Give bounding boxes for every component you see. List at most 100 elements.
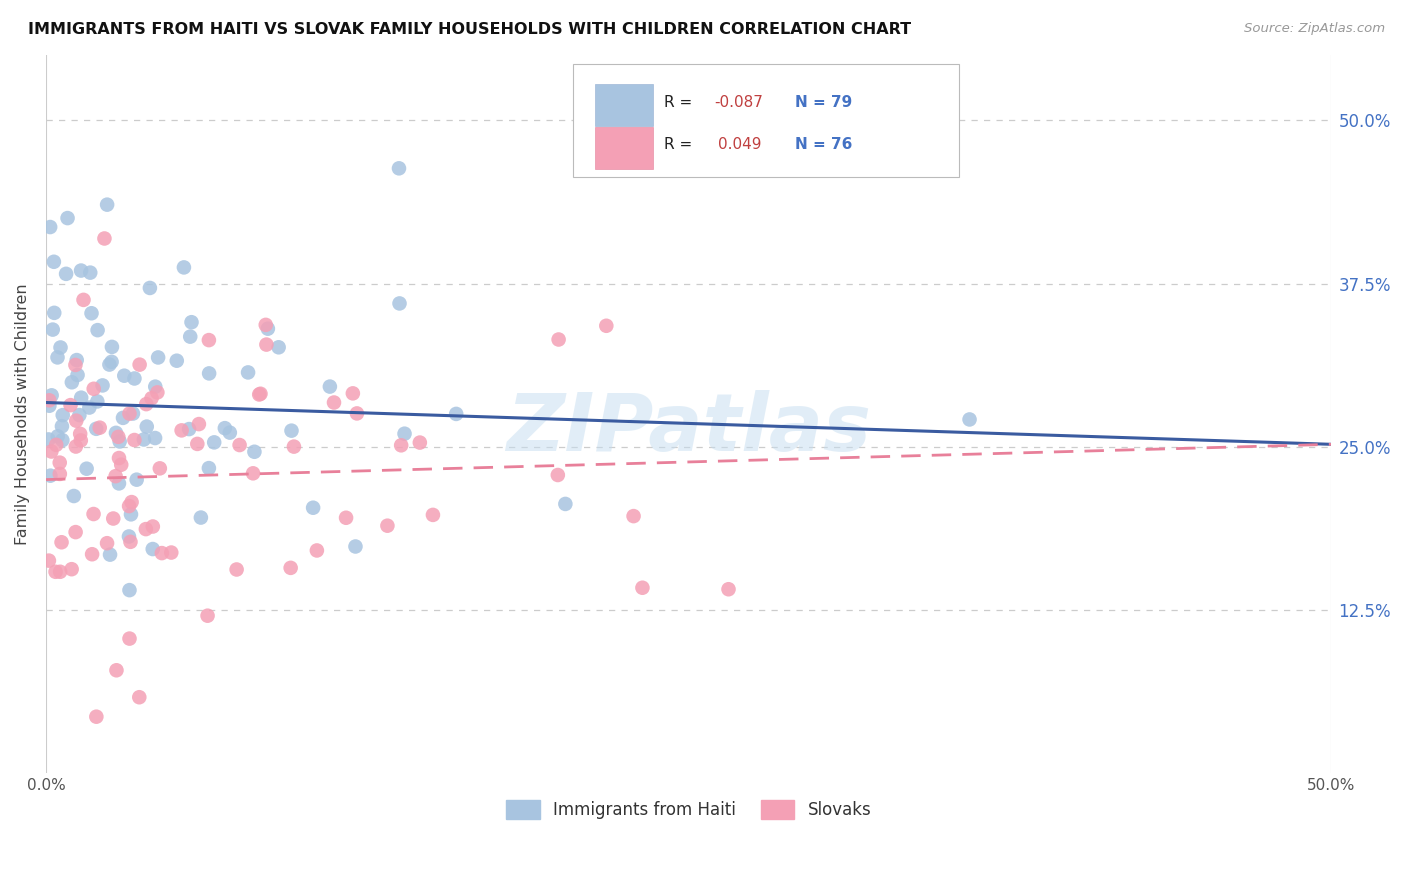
Point xyxy=(254,337,277,351)
Point xyxy=(72,293,94,307)
Point xyxy=(149,461,172,475)
Point xyxy=(247,387,270,401)
Point xyxy=(409,435,432,450)
Point xyxy=(186,437,208,451)
Point xyxy=(173,260,195,275)
Point xyxy=(128,690,150,705)
Point xyxy=(190,510,212,524)
Y-axis label: Family Households with Children: Family Households with Children xyxy=(15,284,30,545)
Point xyxy=(623,509,645,524)
Point xyxy=(377,518,399,533)
Point xyxy=(135,397,157,411)
Point xyxy=(86,323,108,337)
Point xyxy=(302,500,325,515)
Point xyxy=(166,353,188,368)
Point xyxy=(93,231,115,245)
Point xyxy=(280,561,302,575)
Point xyxy=(160,545,183,559)
Point xyxy=(83,507,105,521)
Point xyxy=(388,296,411,310)
Point xyxy=(41,388,63,402)
Text: 0.049: 0.049 xyxy=(718,137,762,153)
Point xyxy=(86,394,108,409)
Point xyxy=(60,376,83,390)
Point xyxy=(100,355,122,369)
Point xyxy=(79,401,101,415)
Point xyxy=(179,329,201,343)
Text: N = 79: N = 79 xyxy=(796,95,852,110)
Point xyxy=(141,391,163,405)
Bar xyxy=(595,127,652,169)
Point xyxy=(143,379,166,393)
Point xyxy=(65,525,87,540)
Point xyxy=(187,417,209,431)
Text: R =: R = xyxy=(664,137,697,153)
Point xyxy=(225,562,247,576)
Point xyxy=(242,467,264,481)
Point xyxy=(46,429,69,443)
Point xyxy=(45,438,67,452)
Point xyxy=(180,315,202,329)
Point xyxy=(65,358,87,372)
Point xyxy=(52,408,75,422)
Point xyxy=(38,553,60,567)
Point xyxy=(267,340,290,354)
Point xyxy=(108,450,131,465)
Point xyxy=(202,435,225,450)
Point xyxy=(69,434,91,448)
Point xyxy=(554,497,576,511)
Point xyxy=(236,366,259,380)
Point xyxy=(96,536,118,550)
Point xyxy=(69,426,91,441)
Point xyxy=(135,522,157,536)
Point xyxy=(342,386,364,401)
Point xyxy=(112,368,135,383)
Point xyxy=(48,456,70,470)
Point xyxy=(49,467,72,481)
Point xyxy=(128,358,150,372)
Point xyxy=(118,583,141,598)
Bar xyxy=(595,85,652,126)
Point xyxy=(56,211,79,225)
Point xyxy=(38,399,60,413)
Point xyxy=(125,473,148,487)
Point xyxy=(146,385,169,400)
Point xyxy=(41,444,63,458)
Point xyxy=(108,476,131,491)
Point xyxy=(150,546,173,560)
Text: Source: ZipAtlas.com: Source: ZipAtlas.com xyxy=(1244,22,1385,36)
Point xyxy=(70,391,93,405)
Point xyxy=(198,333,221,347)
Point xyxy=(197,608,219,623)
Point xyxy=(139,281,162,295)
Point xyxy=(389,438,412,452)
Point xyxy=(121,495,143,509)
Point xyxy=(146,351,169,365)
Point xyxy=(38,433,60,447)
Text: IMMIGRANTS FROM HAITI VS SLOVAK FAMILY HOUSEHOLDS WITH CHILDREN CORRELATION CHAR: IMMIGRANTS FROM HAITI VS SLOVAK FAMILY H… xyxy=(28,22,911,37)
Point xyxy=(42,322,65,336)
Point xyxy=(98,548,121,562)
Point xyxy=(118,407,141,421)
Point xyxy=(105,663,128,677)
Point xyxy=(280,424,302,438)
Text: -0.087: -0.087 xyxy=(714,95,763,110)
Point xyxy=(132,433,155,447)
Point xyxy=(84,422,107,436)
Text: N = 76: N = 76 xyxy=(796,137,853,153)
Point xyxy=(170,423,193,437)
Point xyxy=(103,511,125,525)
Point xyxy=(305,543,328,558)
Point xyxy=(388,161,411,176)
Point xyxy=(39,220,62,235)
Point xyxy=(79,266,101,280)
Point xyxy=(39,468,62,483)
Point xyxy=(254,318,277,332)
Point xyxy=(319,379,342,393)
Point xyxy=(108,434,131,449)
Point xyxy=(63,489,86,503)
Point xyxy=(76,461,98,475)
Point xyxy=(80,306,103,320)
Point xyxy=(51,419,73,434)
Point xyxy=(51,433,73,447)
